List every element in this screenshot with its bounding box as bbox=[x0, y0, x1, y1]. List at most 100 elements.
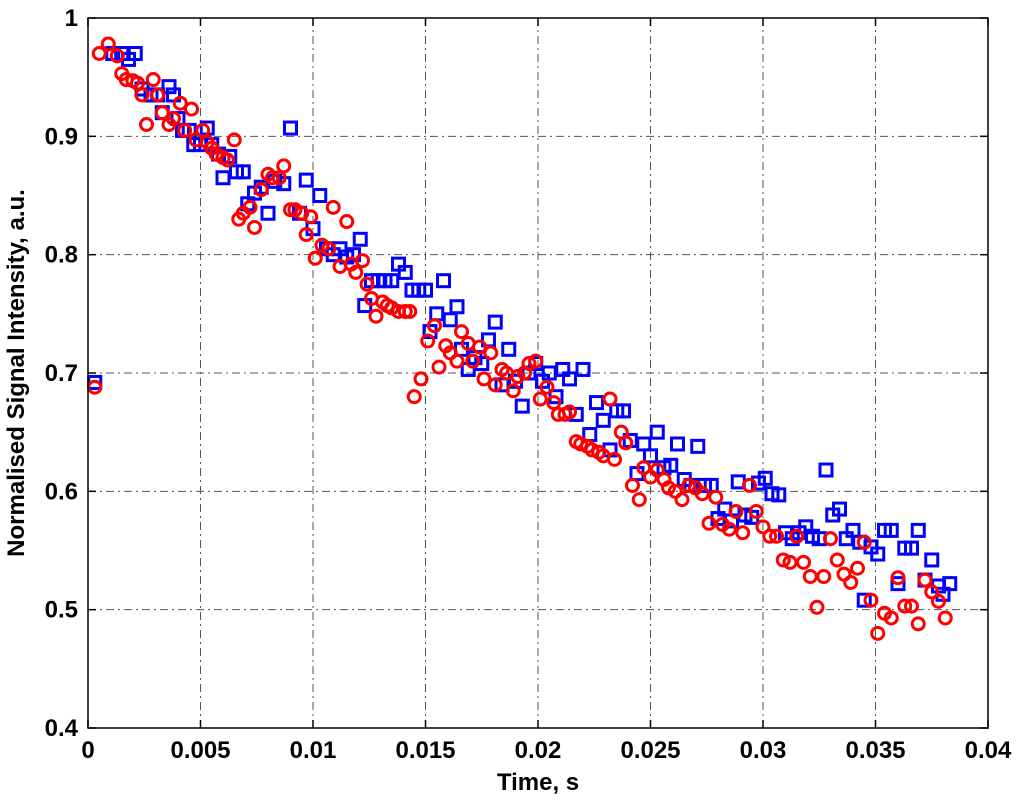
circle-marker bbox=[307, 250, 323, 266]
circle-marker bbox=[359, 276, 375, 292]
circle-marker bbox=[339, 214, 355, 230]
circle-marker bbox=[476, 371, 492, 387]
circle-marker bbox=[226, 132, 242, 148]
circle-marker bbox=[904, 598, 919, 614]
circle-marker bbox=[681, 477, 697, 493]
x-tick-label: 0.025 bbox=[620, 737, 680, 764]
square-marker bbox=[436, 273, 451, 289]
circle-marker bbox=[265, 170, 280, 186]
circle-marker bbox=[321, 241, 337, 257]
circle-marker bbox=[728, 503, 744, 519]
y-tick-label: 0.5 bbox=[45, 597, 78, 624]
circle-marker bbox=[483, 345, 499, 361]
square-marker bbox=[235, 164, 251, 180]
square-marker bbox=[870, 546, 886, 562]
square-marker bbox=[589, 395, 604, 411]
circle-marker bbox=[454, 324, 469, 340]
circle-marker bbox=[184, 101, 199, 117]
square-marker bbox=[616, 403, 631, 419]
circle-marker bbox=[177, 122, 193, 138]
circle-marker bbox=[607, 451, 622, 467]
circle-marker bbox=[276, 158, 292, 174]
circle-marker bbox=[253, 182, 269, 198]
circle-marker bbox=[303, 209, 319, 225]
x-tick-label: 0.005 bbox=[170, 737, 230, 764]
circle-marker bbox=[883, 610, 899, 626]
circle-marker bbox=[856, 534, 872, 550]
square-marker bbox=[595, 412, 611, 428]
circle-marker bbox=[150, 87, 166, 103]
square-marker bbox=[818, 462, 834, 478]
square-marker bbox=[771, 487, 787, 503]
square-marker bbox=[260, 205, 276, 221]
y-tick-label: 0.7 bbox=[45, 360, 78, 387]
circle-marker bbox=[562, 404, 577, 420]
circle-marker bbox=[708, 489, 724, 505]
circle-marker bbox=[674, 492, 690, 508]
circle-marker bbox=[220, 152, 235, 168]
circle-marker bbox=[368, 308, 384, 324]
circle-marker bbox=[355, 253, 370, 269]
circle-marker bbox=[298, 227, 314, 243]
y-tick-label: 1 bbox=[65, 5, 78, 32]
circle-marker bbox=[742, 477, 757, 493]
circle-marker bbox=[762, 528, 778, 544]
square-marker bbox=[283, 120, 298, 136]
y-axis-label: Normalised Signal Intensity, a.u. bbox=[3, 189, 30, 557]
square-marker bbox=[397, 264, 413, 280]
circle-marker bbox=[100, 36, 116, 52]
circle-marker bbox=[172, 95, 188, 111]
circle-marker bbox=[521, 356, 537, 372]
circle-marker bbox=[532, 391, 548, 407]
square-marker bbox=[670, 436, 685, 452]
y-tick-label: 0.8 bbox=[45, 242, 78, 269]
circle-marker bbox=[796, 554, 811, 570]
square-marker bbox=[890, 576, 906, 592]
square-marker bbox=[649, 424, 665, 440]
x-tick-label: 0.04 bbox=[965, 737, 1012, 764]
circle-marker bbox=[701, 515, 717, 531]
circle-marker bbox=[109, 48, 125, 64]
circle-marker bbox=[649, 462, 665, 478]
square-marker bbox=[352, 231, 368, 247]
circle-marker bbox=[931, 593, 946, 609]
circle-marker bbox=[694, 486, 710, 502]
square-marker bbox=[690, 438, 706, 454]
circle-marker bbox=[829, 552, 845, 568]
circle-marker bbox=[735, 525, 751, 541]
x-tick-label: 0.01 bbox=[290, 737, 337, 764]
y-tick-label: 0.9 bbox=[45, 123, 78, 150]
circle-marker bbox=[823, 531, 838, 547]
circle-marker bbox=[242, 199, 258, 215]
square-marker bbox=[418, 282, 433, 298]
square-marker bbox=[575, 361, 591, 377]
circle-marker bbox=[348, 264, 364, 280]
circle-marker bbox=[472, 339, 487, 355]
circle-marker bbox=[816, 569, 832, 585]
circle-marker bbox=[937, 610, 953, 626]
square-marker bbox=[474, 356, 490, 372]
circle-marker bbox=[406, 389, 422, 405]
circle-marker bbox=[325, 199, 341, 215]
circle-marker bbox=[636, 460, 652, 476]
x-tick-label: 0 bbox=[81, 737, 94, 764]
circle-marker bbox=[924, 584, 940, 600]
circle-marker bbox=[631, 492, 647, 508]
circle-marker bbox=[154, 105, 170, 121]
circle-marker bbox=[134, 87, 150, 103]
square-marker bbox=[312, 188, 328, 203]
square-marker bbox=[501, 341, 517, 357]
circle-marker bbox=[145, 72, 161, 88]
circle-marker bbox=[890, 570, 906, 586]
circle-marker bbox=[427, 318, 442, 334]
circle-marker bbox=[584, 442, 600, 458]
x-tick-label: 0.02 bbox=[515, 737, 562, 764]
circle-marker bbox=[910, 616, 926, 632]
y-tick-label: 0.6 bbox=[45, 478, 78, 505]
circle-marker bbox=[247, 219, 262, 235]
square-marker bbox=[856, 592, 872, 608]
square-marker bbox=[663, 457, 679, 473]
circle-marker bbox=[528, 353, 544, 369]
x-axis-label: Time, s bbox=[497, 769, 579, 796]
